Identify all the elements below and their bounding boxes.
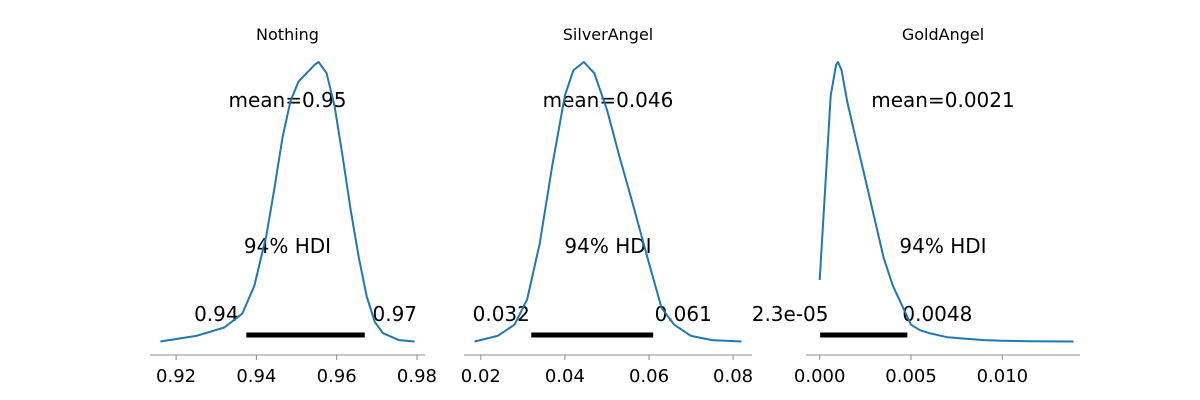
panel-title: Nothing: [256, 25, 319, 44]
x-tick-label: 0.98: [397, 366, 437, 387]
panel-title: GoldAngel: [902, 25, 984, 44]
x-tick-label: 0.06: [629, 366, 669, 387]
x-tick-label: 0.96: [317, 366, 357, 387]
x-tick-label: 0.04: [545, 366, 585, 387]
x-tick-label: 0.92: [156, 366, 196, 387]
x-tick-label: 0.08: [713, 366, 753, 387]
hdi-upper-label: 0.0048: [902, 302, 972, 326]
x-tick-label: 0.010: [977, 366, 1029, 387]
density-curve: [474, 61, 742, 343]
x-tick-label: 0.005: [885, 366, 937, 387]
mean-label: mean=0.0021: [871, 88, 1014, 112]
hdi-upper-label: 0.061: [655, 302, 712, 326]
hdi-label: 94% HDI: [564, 234, 651, 258]
density-curve: [818, 61, 1074, 343]
x-tick-label: 0.02: [461, 366, 501, 387]
x-tick-label: 0.94: [236, 366, 276, 387]
hdi-label: 94% HDI: [244, 234, 331, 258]
mean-label: mean=0.95: [228, 88, 346, 112]
hdi-upper-label: 0.97: [373, 302, 418, 326]
panel-goldangel: GoldAngel mean=0.0021 94% HDI 2.3e-05 0.…: [752, 25, 1080, 387]
panel-title: SilverAngel: [563, 25, 653, 44]
x-tick-label: 0.000: [794, 366, 846, 387]
hdi-label: 94% HDI: [899, 234, 986, 258]
hdi-lower-label: 2.3e-05: [752, 302, 829, 326]
density-curve: [160, 61, 415, 343]
panel-silverangel: SilverAngel mean=0.046 94% HDI 0.032 0.0…: [461, 25, 753, 387]
panel-nothing: Nothing mean=0.95 94% HDI 0.94 0.97 0.92…: [150, 25, 437, 387]
hdi-lower-label: 0.032: [473, 302, 530, 326]
